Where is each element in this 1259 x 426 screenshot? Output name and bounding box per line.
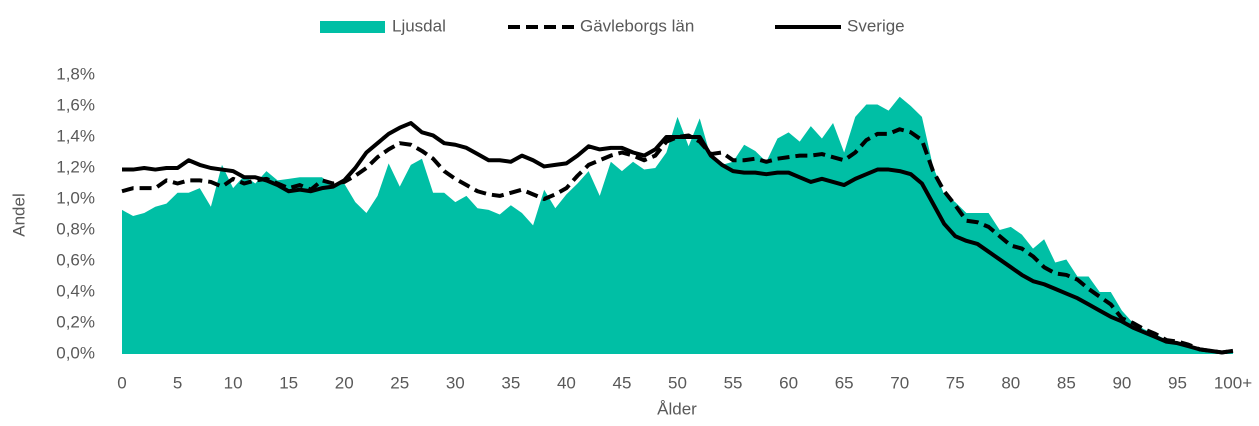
y-tick-label: 1,8% — [56, 64, 95, 83]
x-tick-label: 95 — [1168, 373, 1187, 392]
legend-swatch — [320, 21, 385, 33]
x-tick-label: 80 — [1001, 373, 1020, 392]
x-tick-label: 25 — [390, 373, 409, 392]
y-axis-label: Andel — [9, 193, 28, 236]
x-tick-label: 40 — [557, 373, 576, 392]
x-axis-label: Ålder — [657, 399, 697, 418]
x-tick-label: 100+ — [1214, 373, 1252, 392]
x-tick-label: 55 — [724, 373, 743, 392]
area — [122, 96, 1233, 354]
legend-label: Gävleborgs län — [580, 16, 694, 35]
x-tick-label: 35 — [501, 373, 520, 392]
y-tick-label: 0,8% — [56, 219, 95, 238]
x-tick-label: 20 — [335, 373, 354, 392]
y-tick-label: 1,2% — [56, 157, 95, 176]
legend-label: Ljusdal — [392, 16, 446, 35]
legend-label: Sverige — [847, 16, 905, 35]
line — [122, 121, 1234, 355]
x-tick-label: 15 — [279, 373, 298, 392]
y-tick-label: 0,4% — [56, 281, 95, 300]
x-tick-label: 10 — [224, 373, 243, 392]
x-tick-label: 0 — [117, 373, 126, 392]
y-tick-label: 1,4% — [56, 126, 95, 145]
y-tick-label: 0,2% — [56, 312, 95, 331]
x-tick-label: 70 — [890, 373, 909, 392]
x-tick-label: 90 — [1112, 373, 1131, 392]
x-tick-label: 65 — [835, 373, 854, 392]
x-tick-label: 50 — [668, 373, 687, 392]
x-tick-label: 5 — [173, 373, 182, 392]
x-tick-label: 85 — [1057, 373, 1076, 392]
line — [121, 127, 1234, 355]
y-tick-label: 0,0% — [56, 343, 95, 362]
x-tick-label: 60 — [779, 373, 798, 392]
x-tick-label: 45 — [612, 373, 631, 392]
y-tick-label: 0,6% — [56, 250, 95, 269]
y-tick-label: 1,0% — [56, 188, 95, 207]
x-tick-label: 75 — [946, 373, 965, 392]
x-tick-label: 30 — [446, 373, 465, 392]
y-tick-label: 1,6% — [56, 95, 95, 114]
